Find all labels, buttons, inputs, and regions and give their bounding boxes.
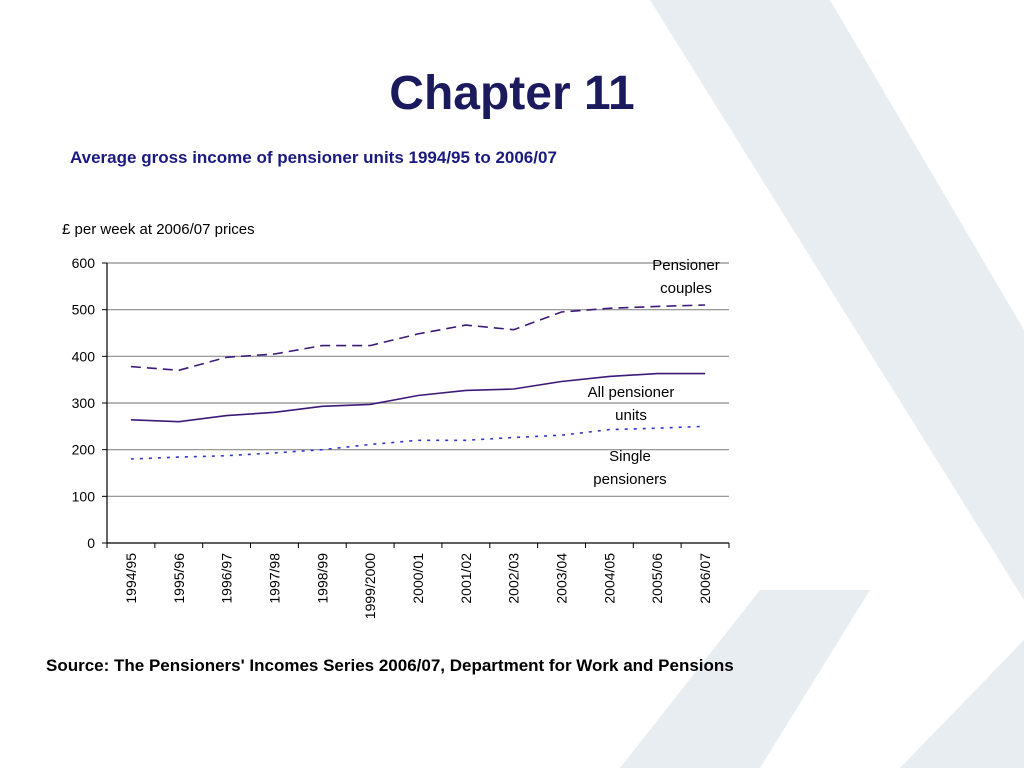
y-tick-label: 500 [72,302,96,318]
x-tick-label: 1994/95 [123,553,139,604]
watermark-stroke-3 [900,640,1024,768]
series-label-line: pensioners [593,471,666,488]
x-tick-label: 1998/99 [314,553,330,604]
y-tick-label: 300 [72,395,96,411]
x-tick-label: 2002/03 [506,553,522,604]
series-label: Single pensioners [593,448,666,488]
x-tick-label: 2005/06 [649,553,665,604]
y-tick-label: 600 [72,255,96,271]
watermark-stroke-2 [620,590,870,768]
series-label-line: units [615,407,647,424]
x-tick-label: 2004/05 [601,553,617,604]
x-tick-label: 1997/98 [266,553,282,604]
x-tick-label: 2000/01 [410,553,426,604]
series-label: Pensioner couples [652,257,720,297]
x-tick-label: 1995/96 [171,553,187,604]
watermark-stroke-1 [650,0,1024,600]
series-line [130,425,706,460]
x-tick-label: 1996/97 [219,553,235,604]
y-tick-label: 400 [72,348,96,364]
x-tick-label: 2001/02 [458,553,474,604]
x-tick-label: 1999/2000 [362,553,378,619]
y-tick-label: 100 [72,488,96,504]
series-line [130,304,706,372]
y-tick-label: 200 [72,442,96,458]
source-note: Source: The Pensioners' Incomes Series 2… [46,656,734,675]
x-tick-label: 2003/04 [554,553,570,604]
series-label-line: Single [609,448,651,465]
y-axis-label: £ per week at 2006/07 prices [62,221,255,238]
series-label-line: All pensioner [588,384,675,401]
series-line [130,372,706,423]
y-tick-label: 0 [87,535,95,551]
chart-title: Average gross income of pensioner units … [70,148,557,167]
x-tick-label: 2006/07 [697,553,713,604]
slide-title: Chapter 11 [389,67,635,120]
series-label-line: Pensioner [652,257,720,274]
series-label: All pensioner units [588,384,675,424]
series-label-line: couples [660,280,712,297]
